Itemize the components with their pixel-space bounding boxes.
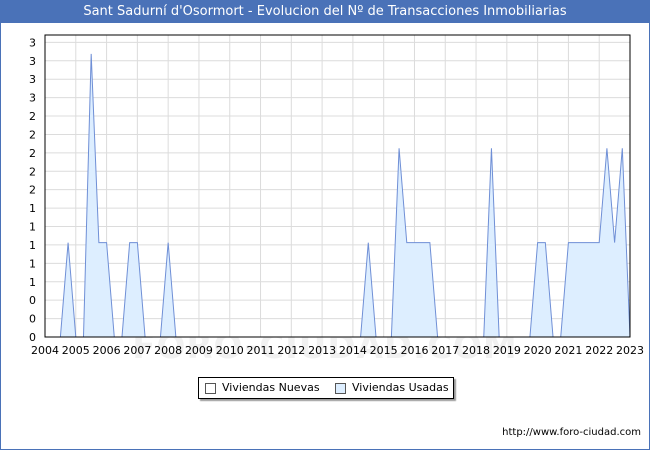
- usadas-line: [59, 242, 77, 338]
- y-tick-label: 0: [29, 313, 36, 326]
- y-tick-label: 3: [29, 55, 36, 68]
- x-tick-label: 2016: [400, 344, 428, 357]
- y-tick-label: 3: [29, 36, 36, 49]
- usadas-line: [560, 148, 631, 338]
- plot-area: [45, 35, 630, 337]
- usadas-line: [483, 148, 500, 338]
- usadas-area: [60, 242, 76, 337]
- usadas-area: [83, 53, 115, 337]
- x-tick-label: 2006: [93, 344, 121, 357]
- legend-swatch-nuevas: [205, 383, 216, 394]
- usadas-area: [483, 148, 500, 337]
- x-tick-label: 2004: [31, 344, 59, 357]
- x-tick-label: 2012: [277, 344, 305, 357]
- usadas-line: [159, 242, 177, 338]
- y-tick-label: 1: [29, 221, 36, 234]
- x-tick-label: 2022: [585, 344, 613, 357]
- y-tick-label: 3: [29, 92, 36, 105]
- x-tick-label: 2013: [308, 344, 336, 357]
- legend-swatch-usadas: [335, 383, 346, 394]
- x-tick-label: 2009: [185, 344, 213, 357]
- y-tick-label: 2: [29, 128, 36, 141]
- x-tick-label: 2018: [462, 344, 490, 357]
- x-tick-label: 2019: [493, 344, 521, 357]
- x-tick-label: 2014: [339, 344, 367, 357]
- x-tick-label: 2015: [370, 344, 398, 357]
- x-tick-label: 2023: [616, 344, 644, 357]
- y-tick-label: 1: [29, 239, 36, 252]
- chart-title: Sant Sadurní d'Osormort - Evolucion del …: [0, 0, 650, 23]
- x-tick-label: 2011: [247, 344, 275, 357]
- usadas-area: [529, 242, 554, 337]
- legend: Viviendas Nuevas Viviendas Usadas: [198, 377, 454, 399]
- x-tick-label: 2017: [431, 344, 459, 357]
- y-tick-label: 3: [29, 73, 36, 86]
- x-tick-label: 2007: [123, 344, 151, 357]
- usadas-line: [121, 242, 146, 338]
- usadas-area: [360, 242, 376, 337]
- y-tick-label: 2: [29, 147, 36, 160]
- usadas-area: [160, 242, 176, 337]
- source-url: http://www.foro-ciudad.com: [502, 427, 641, 438]
- y-tick-label: 0: [29, 331, 36, 344]
- legend-label-usadas: Viviendas Usadas: [352, 381, 449, 394]
- plot-border: [44, 34, 631, 338]
- usadas-line: [82, 53, 115, 338]
- y-tick-label: 1: [29, 202, 36, 215]
- usadas-line: [529, 242, 554, 338]
- x-tick-label: 2010: [216, 344, 244, 357]
- y-tick-label: 2: [29, 184, 36, 197]
- legend-label-nuevas: Viviendas Nuevas: [222, 381, 320, 394]
- usadas-line: [390, 148, 439, 338]
- x-tick-label: 2021: [554, 344, 582, 357]
- y-tick-label: 2: [29, 165, 36, 178]
- y-tick-label: 1: [29, 257, 36, 270]
- x-tick-label: 2008: [154, 344, 182, 357]
- y-tick-label: 1: [29, 276, 36, 289]
- usadas-line: [360, 242, 377, 338]
- y-tick-label: 2: [29, 110, 36, 123]
- x-tick-label: 2020: [524, 344, 552, 357]
- y-tick-label: 0: [29, 294, 36, 307]
- x-tick-label: 2005: [62, 344, 90, 357]
